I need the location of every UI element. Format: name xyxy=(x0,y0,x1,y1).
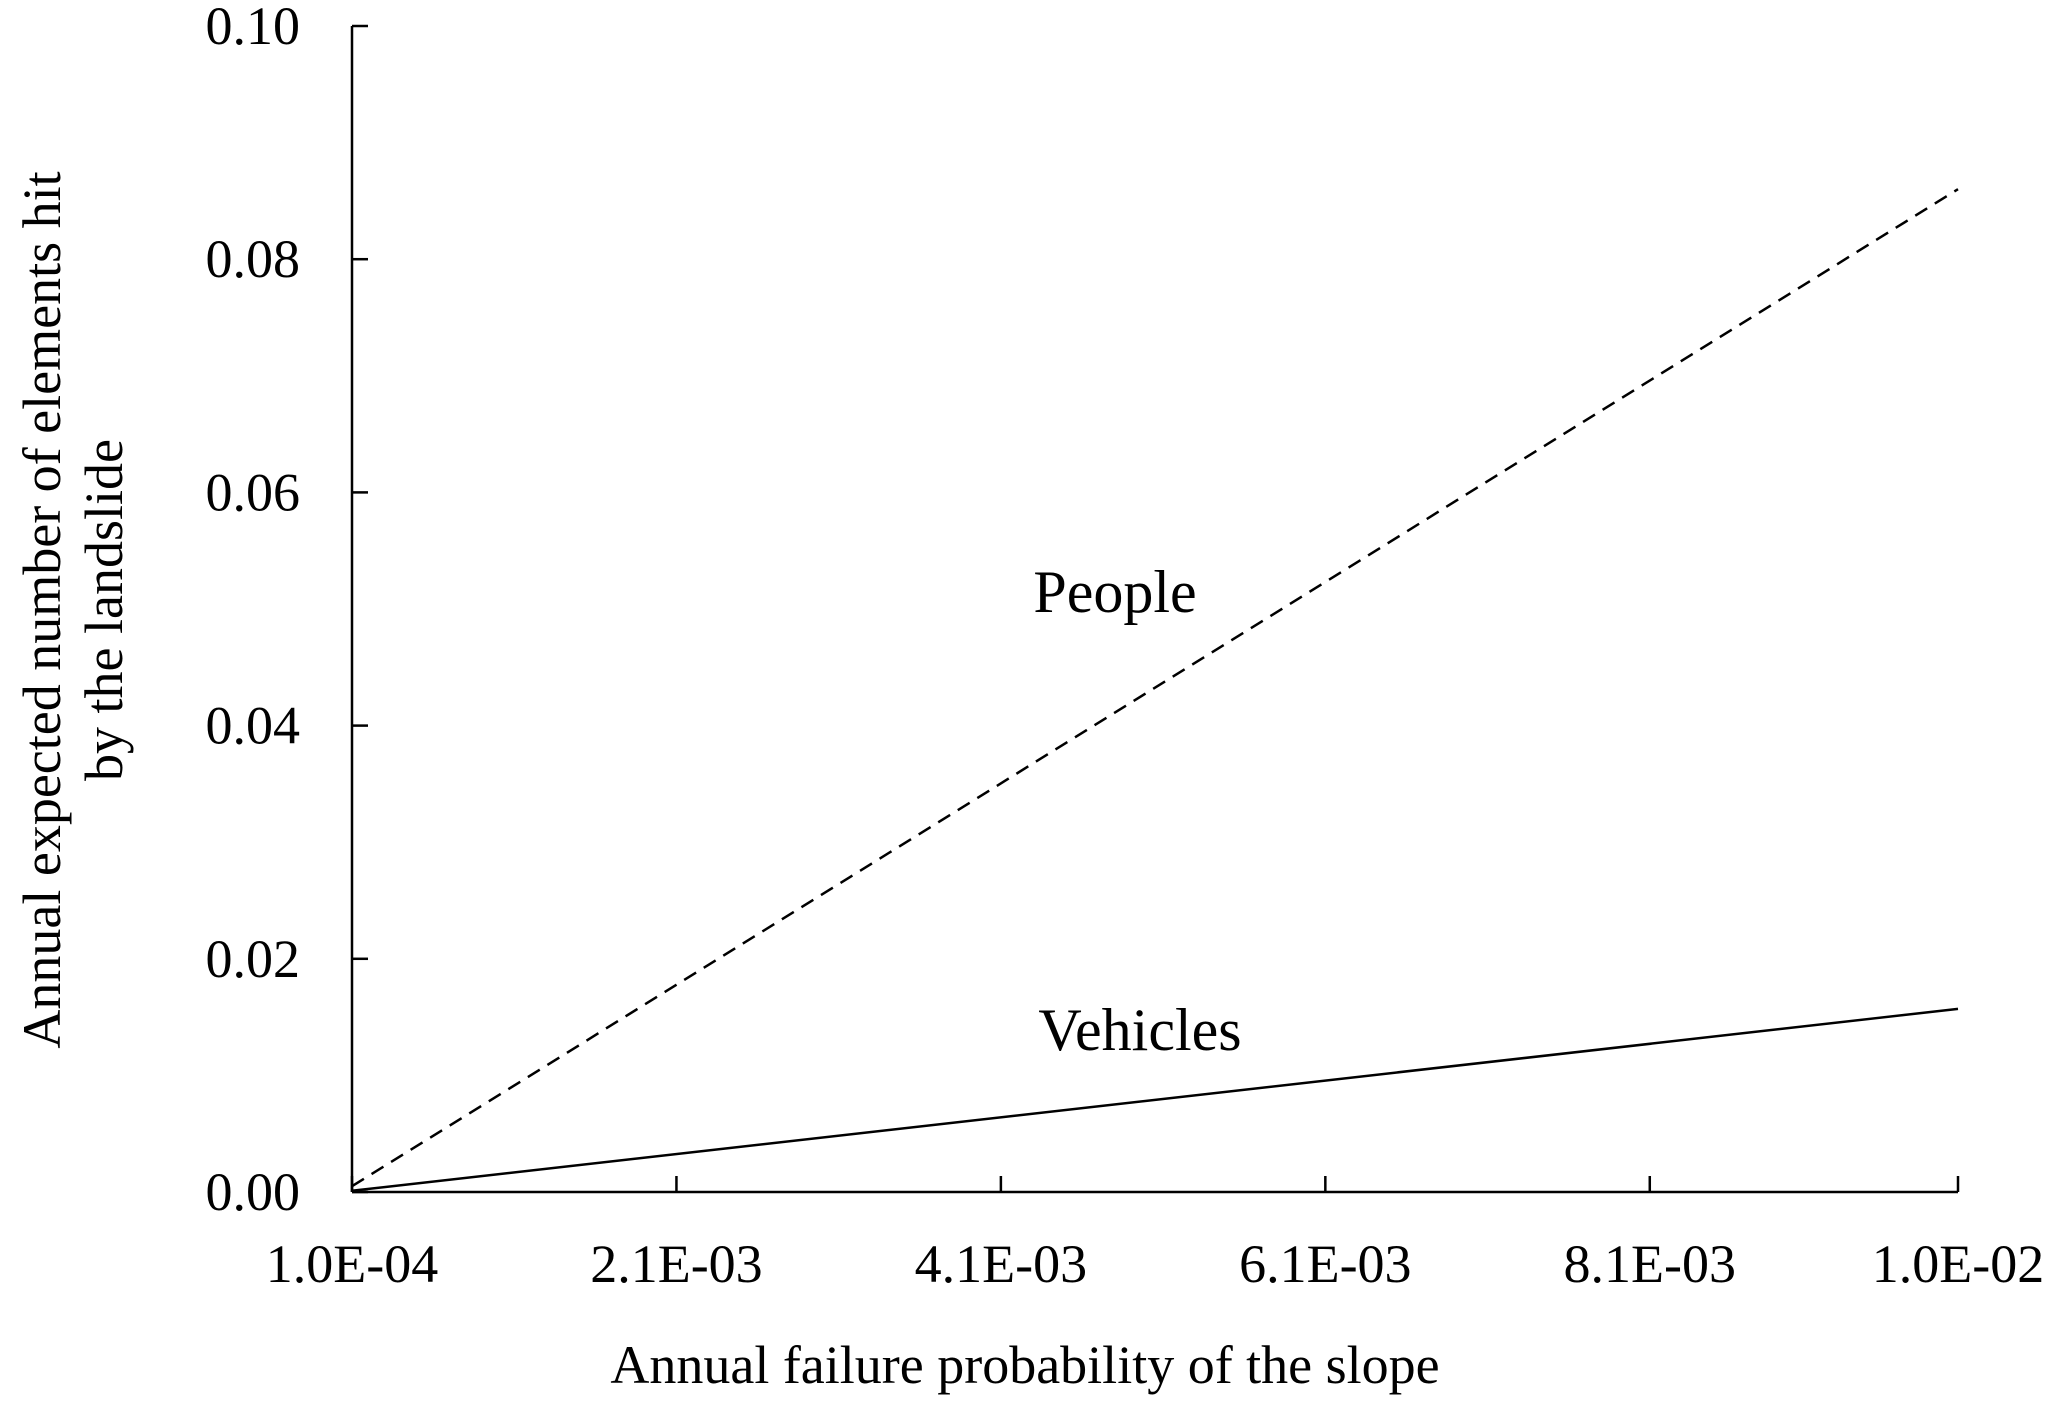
x-tick-label: 1.0E-04 xyxy=(266,1234,438,1294)
y-tick-label: 0.02 xyxy=(206,929,301,989)
y-tick-label: 0.10 xyxy=(206,0,301,56)
tick-labels: 0.00 0.02 0.04 0.06 0.08 0.10 1.0E-04 2.1E-03 4.… xyxy=(206,0,2045,1294)
x-tick-label: 4.1E-03 xyxy=(915,1234,1087,1294)
series-label-people: People xyxy=(1033,559,1196,625)
series-labels: People Vehicles xyxy=(1033,559,1241,1063)
y-axis-title: Annual expected number of elements hit b… xyxy=(12,171,134,1048)
x-axis-title: Annual failure probability of the slope xyxy=(610,1335,1439,1395)
y-tick-label: 0.08 xyxy=(206,229,301,289)
y-tick-label: 0.04 xyxy=(206,696,301,756)
x-tick-label: 8.1E-03 xyxy=(1564,1234,1736,1294)
series-line-people xyxy=(351,188,1959,1188)
y-axis-title-line-1: Annual expected number of elements hit xyxy=(12,171,72,1048)
x-tick-label: 2.1E-03 xyxy=(590,1234,762,1294)
y-axis-title-line-2: by the landslide xyxy=(74,439,134,781)
y-tick-label: 0.06 xyxy=(206,462,301,522)
axes xyxy=(350,26,1958,1194)
y-tick-label: 0.00 xyxy=(206,1162,301,1222)
series-label-vehicles: Vehicles xyxy=(1038,997,1241,1063)
series-line-vehicles xyxy=(351,1007,1959,1193)
series-lines xyxy=(351,188,1959,1193)
x-tick-label: 6.1E-03 xyxy=(1239,1234,1411,1294)
ticks xyxy=(350,24,1960,1194)
x-tick-label: 1.0E-02 xyxy=(1872,1234,2044,1294)
